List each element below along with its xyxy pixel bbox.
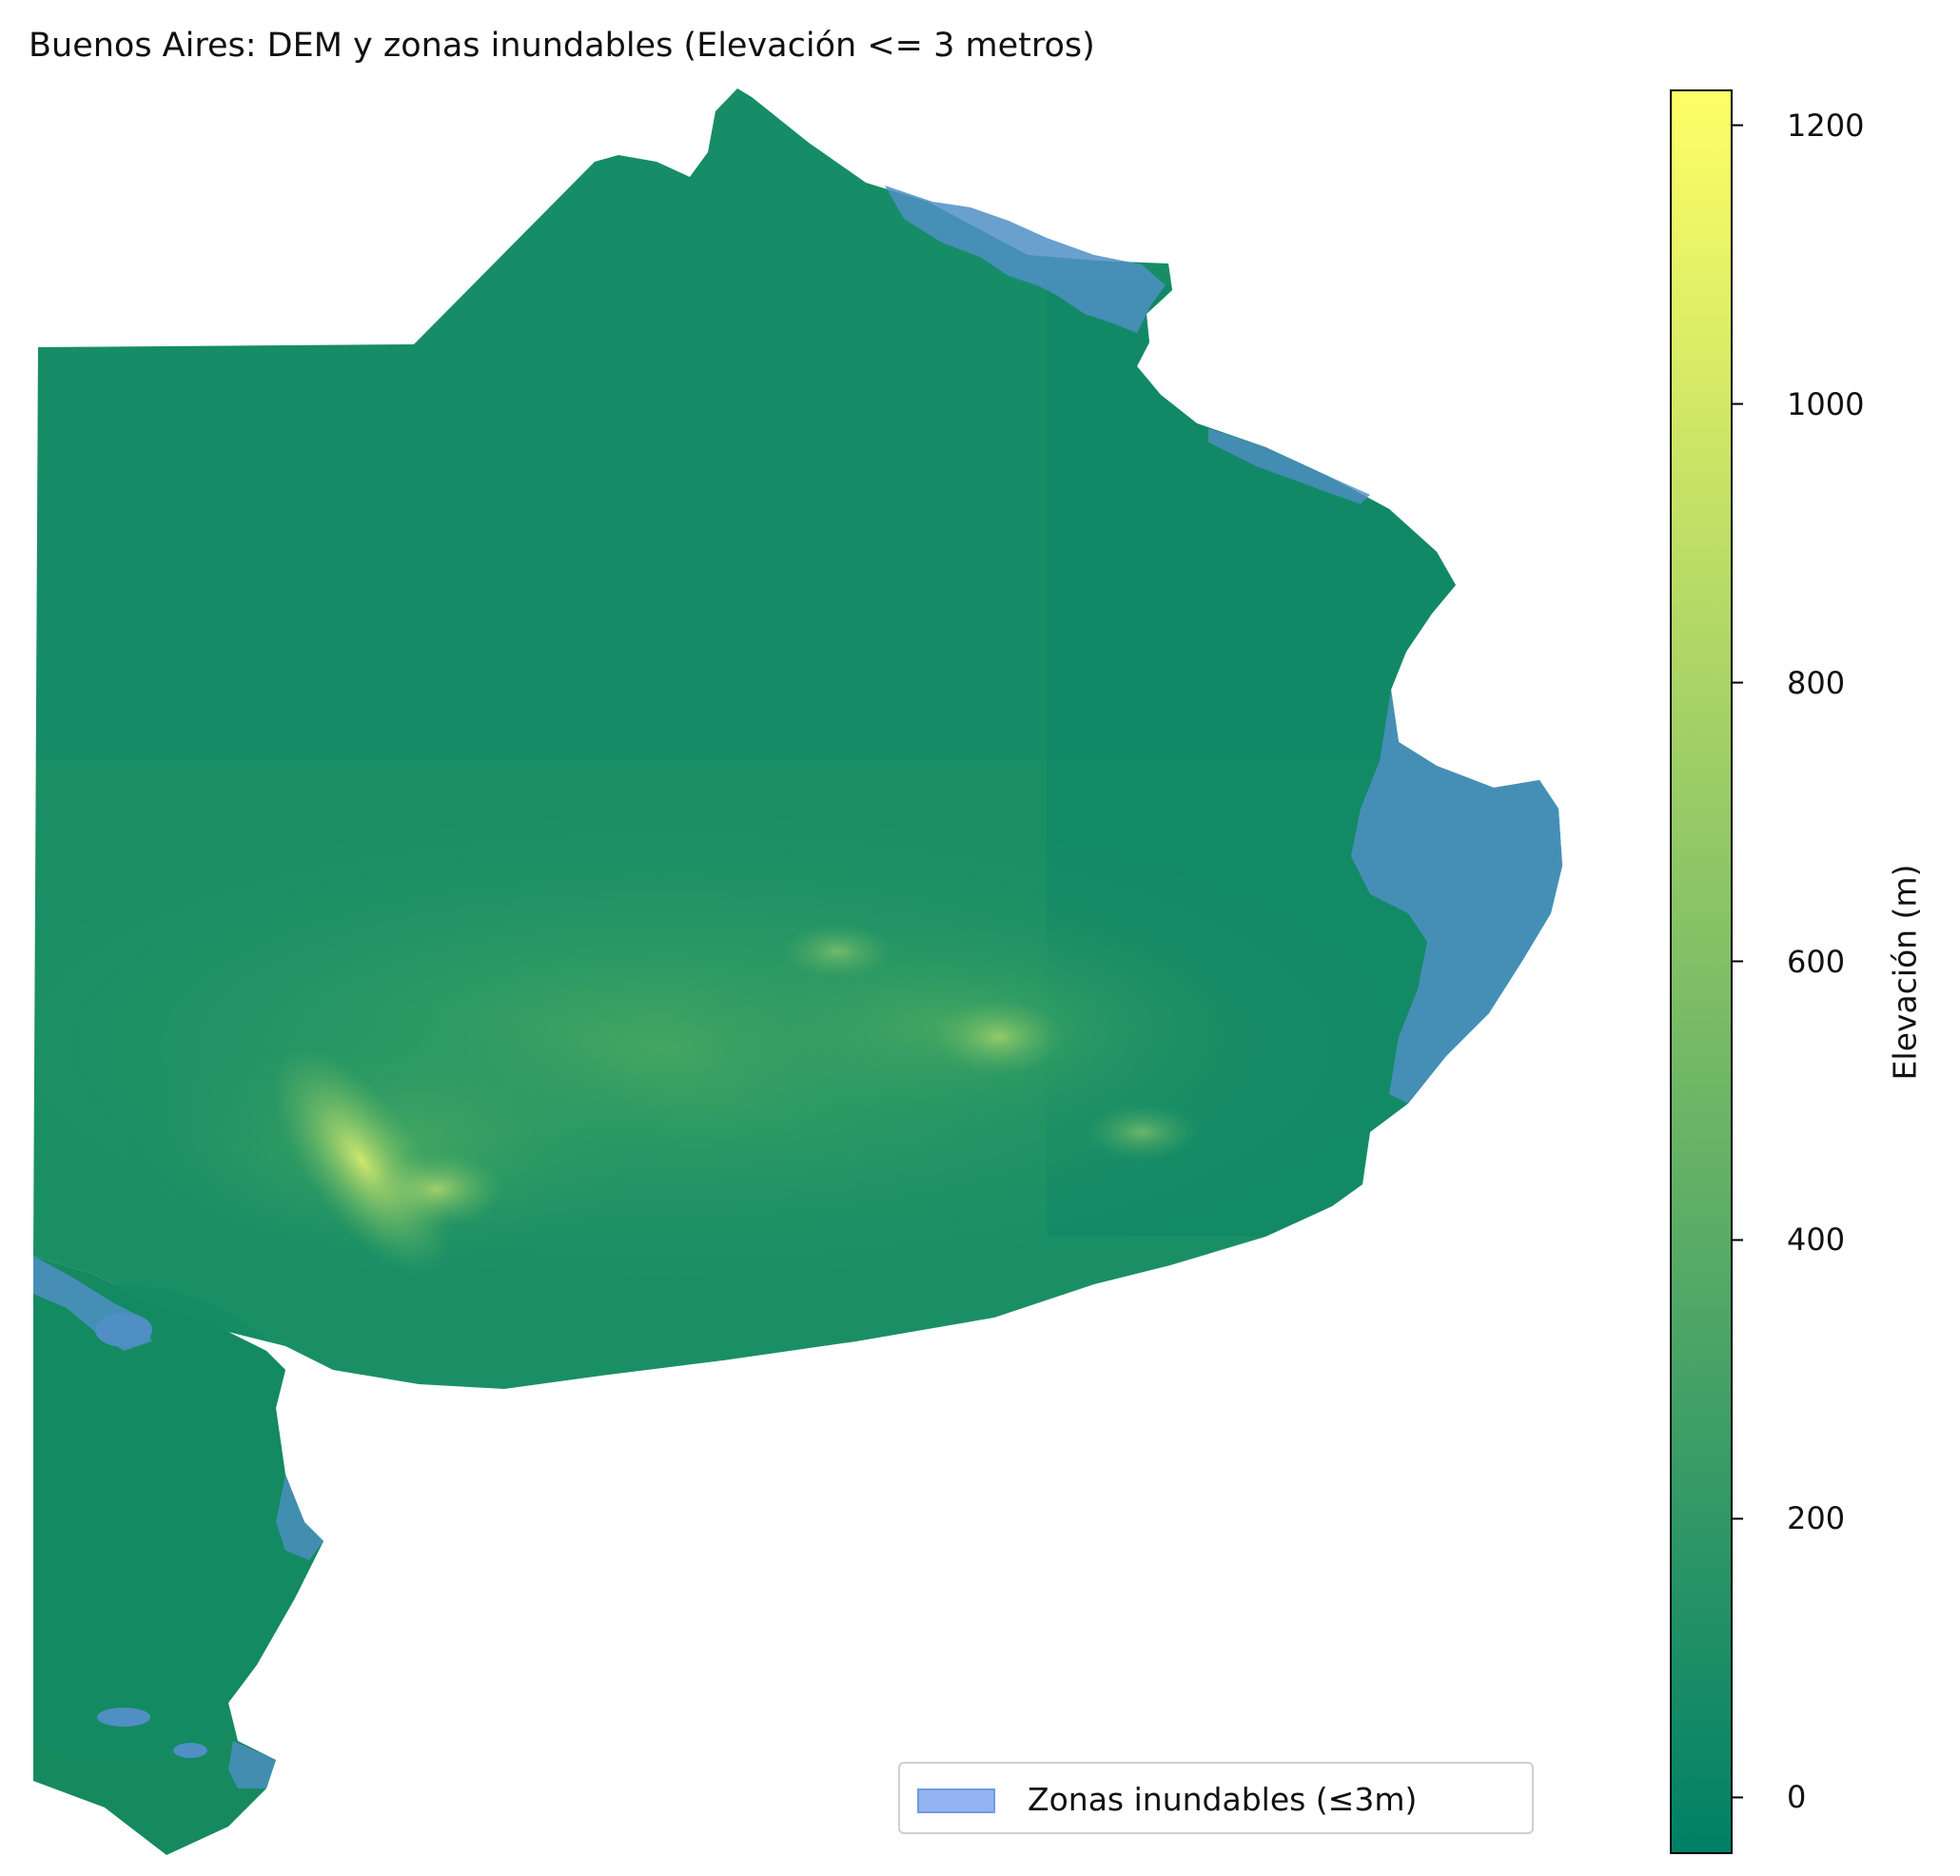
colorbar-tick-label: 200 [1787,1500,1846,1537]
colorbar-tick-label: 0 [1787,1779,1807,1816]
colorbar-tick-label: 600 [1787,943,1846,980]
colorbar-tick-label: 400 [1787,1221,1846,1259]
bay-islands [317,1391,375,1508]
colorbar-label: Elevación (m) [1886,864,1924,1081]
legend: Zonas inundables (≤3m) [898,1762,1534,1834]
flood-zones [33,186,1562,1788]
colorbar-tick-label: 1200 [1787,107,1865,144]
flood-zone-south-coast [276,1475,323,1560]
colorbar-tick-label: 1000 [1787,385,1865,422]
flood-zone-samborombon [1351,690,1562,1104]
colorbar [1670,89,1743,1854]
flood-zone-coast-north [1208,428,1370,504]
flood-zone-lake-2 [97,1708,150,1727]
colorbar-gradient [1670,89,1733,1854]
legend-label: Zonas inundables (≤3m) [1028,1781,1418,1818]
legend-swatch [917,1788,995,1813]
flood-zone-lake-3 [173,1743,207,1758]
map-title: Buenos Aires: DEM y zonas inundables (El… [29,27,1095,65]
flood-zone-delta [885,186,1166,333]
flood-zone-lake-1 [95,1313,152,1347]
colorbar-ticks [1732,124,1743,1799]
flood-zone-south-tip [228,1741,276,1788]
colorbar-tick-label: 800 [1787,664,1846,701]
